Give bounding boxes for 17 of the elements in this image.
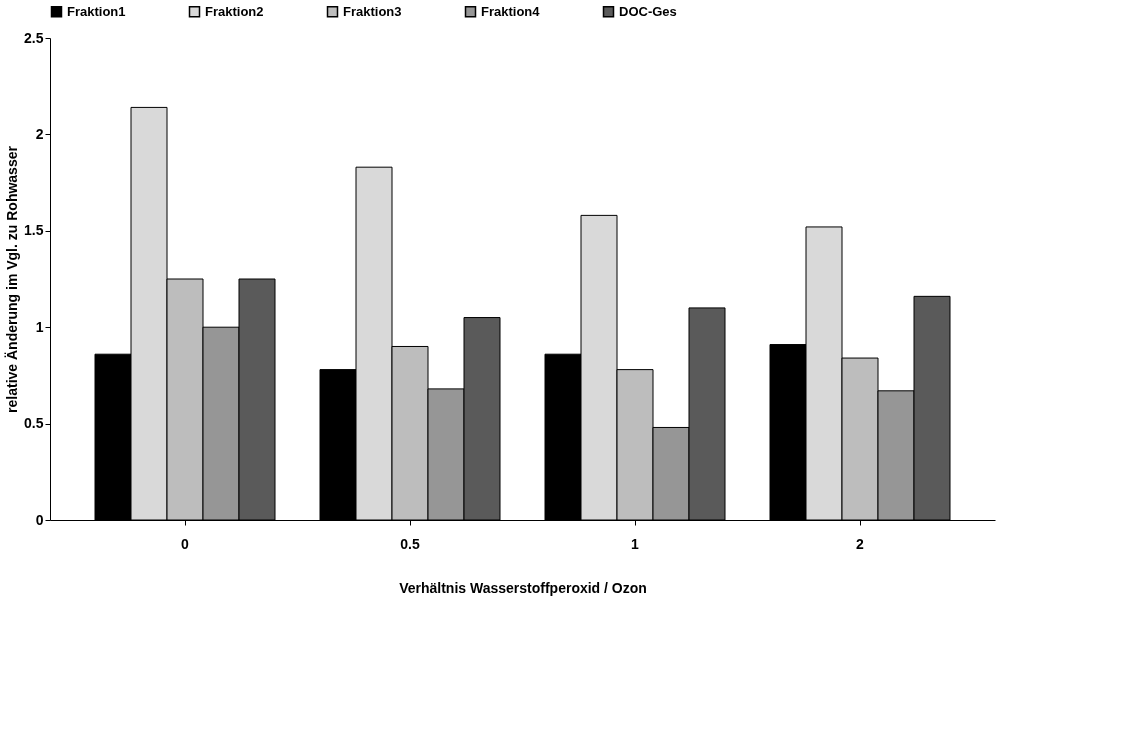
y-tick-label: 2 bbox=[35, 125, 44, 142]
y-tick-label: 1.5 bbox=[24, 222, 44, 239]
legend-label: Fraktion3 bbox=[343, 3, 402, 19]
y-tick-label: 0 bbox=[35, 511, 44, 528]
y-tick-label: 0.5 bbox=[24, 415, 44, 432]
y-axis-title: relative Änderung im Vgl. zu Rohwasser bbox=[4, 145, 21, 413]
legend-label: Fraktion1 bbox=[67, 3, 126, 19]
legend-label: Fraktion4 bbox=[481, 3, 541, 19]
legend-label: Fraktion2 bbox=[205, 3, 264, 19]
x-tick-label: 1 bbox=[631, 535, 640, 552]
x-tick-label: 2 bbox=[856, 535, 865, 552]
y-tick-label: 1 bbox=[35, 318, 44, 335]
legend-label: DOC-Ges bbox=[619, 3, 677, 19]
y-tick-label: 2.5 bbox=[24, 29, 44, 46]
x-tick-label: 0.5 bbox=[400, 535, 420, 552]
x-axis-title: Verhältnis Wasserstoffperoxid / Ozon bbox=[399, 579, 647, 596]
x-tick-label: 0 bbox=[181, 535, 190, 552]
